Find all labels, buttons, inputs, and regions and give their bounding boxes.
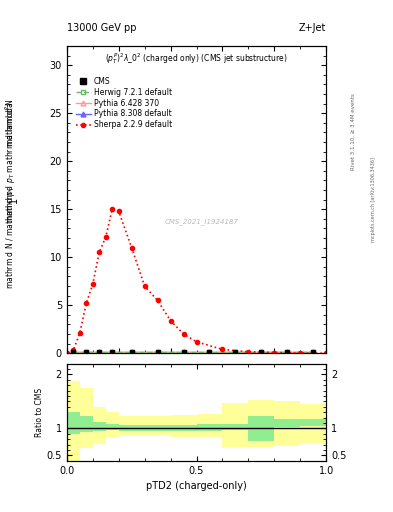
Bar: [196, 424, 222, 431]
Bar: [274, 419, 300, 427]
Bar: [67, 412, 80, 434]
X-axis label: pTD2 (charged-only): pTD2 (charged-only): [146, 481, 247, 491]
Text: $(p_T^P)^2\lambda\_0^2$ (charged only) (CMS jet substructure): $(p_T^P)^2\lambda\_0^2$ (charged only) (…: [105, 51, 288, 66]
Bar: [119, 416, 145, 435]
Bar: [274, 401, 300, 445]
Bar: [80, 388, 93, 449]
Text: mathrm d N / mathrm d $p_T$: mathrm d N / mathrm d $p_T$: [4, 184, 17, 289]
Bar: [248, 416, 274, 441]
Bar: [300, 404, 326, 443]
Bar: [67, 381, 80, 461]
Bar: [93, 422, 106, 431]
Bar: [300, 419, 326, 425]
Bar: [106, 412, 119, 437]
Bar: [119, 424, 145, 431]
Text: mcplots.cern.ch [arXiv:1306.3436]: mcplots.cern.ch [arXiv:1306.3436]: [371, 157, 376, 242]
Bar: [171, 424, 196, 431]
Bar: [222, 424, 248, 430]
Bar: [93, 407, 106, 443]
Text: Z+Jet: Z+Jet: [299, 23, 326, 33]
Bar: [106, 424, 119, 430]
Text: Rivet 3.1.10, ≥ 3.4M events: Rivet 3.1.10, ≥ 3.4M events: [351, 94, 356, 170]
Y-axis label: Ratio to CMS: Ratio to CMS: [35, 388, 44, 437]
Bar: [171, 415, 196, 437]
Bar: [248, 400, 274, 447]
Text: 1: 1: [9, 197, 19, 203]
Text: mathrm d $p_T$ mathrm d lambda: mathrm d $p_T$ mathrm d lambda: [4, 102, 17, 223]
Text: CMS_2021_I1924187: CMS_2021_I1924187: [165, 218, 239, 225]
Text: mathrm d$^2$N: mathrm d$^2$N: [4, 99, 17, 147]
Legend: CMS, Herwig 7.2.1 default, Pythia 6.428 370, Pythia 8.308 default, Sherpa 2.2.9 : CMS, Herwig 7.2.1 default, Pythia 6.428 …: [73, 74, 174, 132]
Bar: [145, 416, 171, 435]
Bar: [145, 424, 171, 431]
Text: 13000 GeV pp: 13000 GeV pp: [67, 23, 136, 33]
Bar: [80, 416, 93, 432]
Bar: [222, 403, 248, 447]
Bar: [196, 414, 222, 437]
